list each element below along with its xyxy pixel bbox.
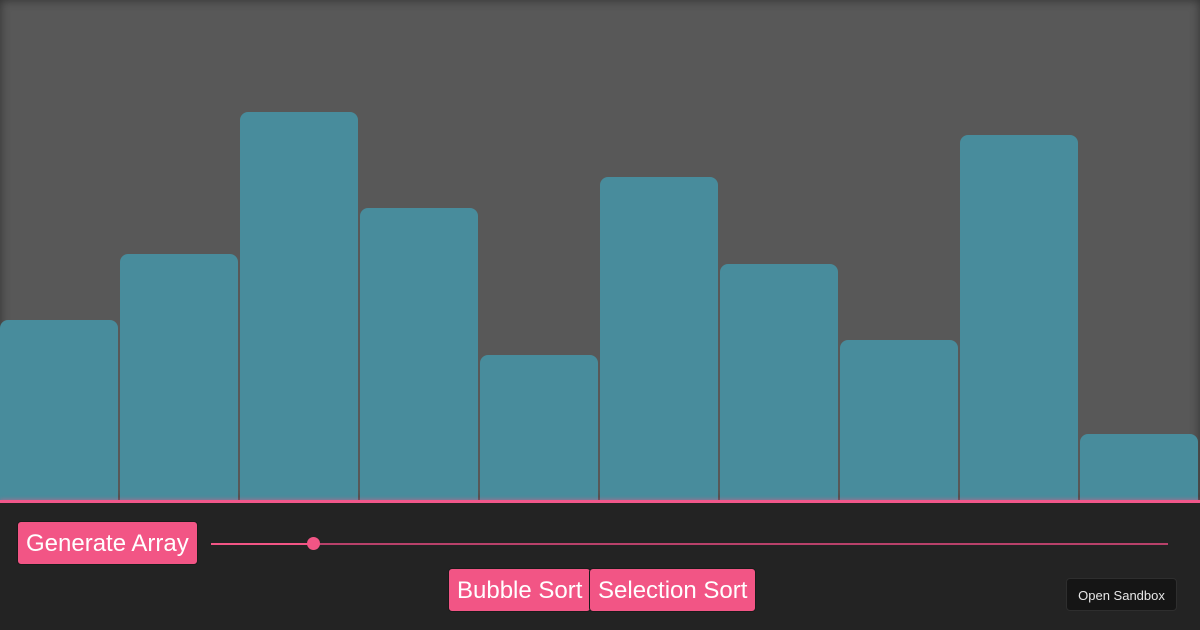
array-bar-2 — [120, 254, 238, 501]
slider-track[interactable] — [211, 543, 1168, 545]
bubble-sort-button[interactable]: Bubble Sort — [448, 568, 592, 612]
visualizer-area — [0, 0, 1200, 501]
slider-thumb[interactable] — [307, 537, 321, 550]
slider-fill — [211, 543, 314, 545]
array-bar-3 — [240, 112, 358, 501]
array-bars — [0, 112, 1198, 501]
array-bar-9 — [960, 135, 1078, 501]
baseline-divider — [0, 500, 1200, 503]
array-size-slider[interactable] — [211, 537, 1168, 550]
array-bar-1 — [0, 320, 118, 501]
array-bar-6 — [600, 177, 718, 501]
array-bar-5 — [480, 355, 598, 501]
array-bar-4 — [360, 208, 478, 501]
open-sandbox-button[interactable]: Open Sandbox — [1066, 578, 1177, 611]
array-bar-10 — [1080, 434, 1198, 501]
generate-array-button[interactable]: Generate Array — [17, 521, 198, 565]
control-panel: Generate Array Bubble Sort Selection Sor… — [0, 503, 1200, 630]
selection-sort-button[interactable]: Selection Sort — [589, 568, 757, 612]
array-bar-8 — [840, 340, 958, 501]
array-bar-7 — [720, 264, 838, 501]
